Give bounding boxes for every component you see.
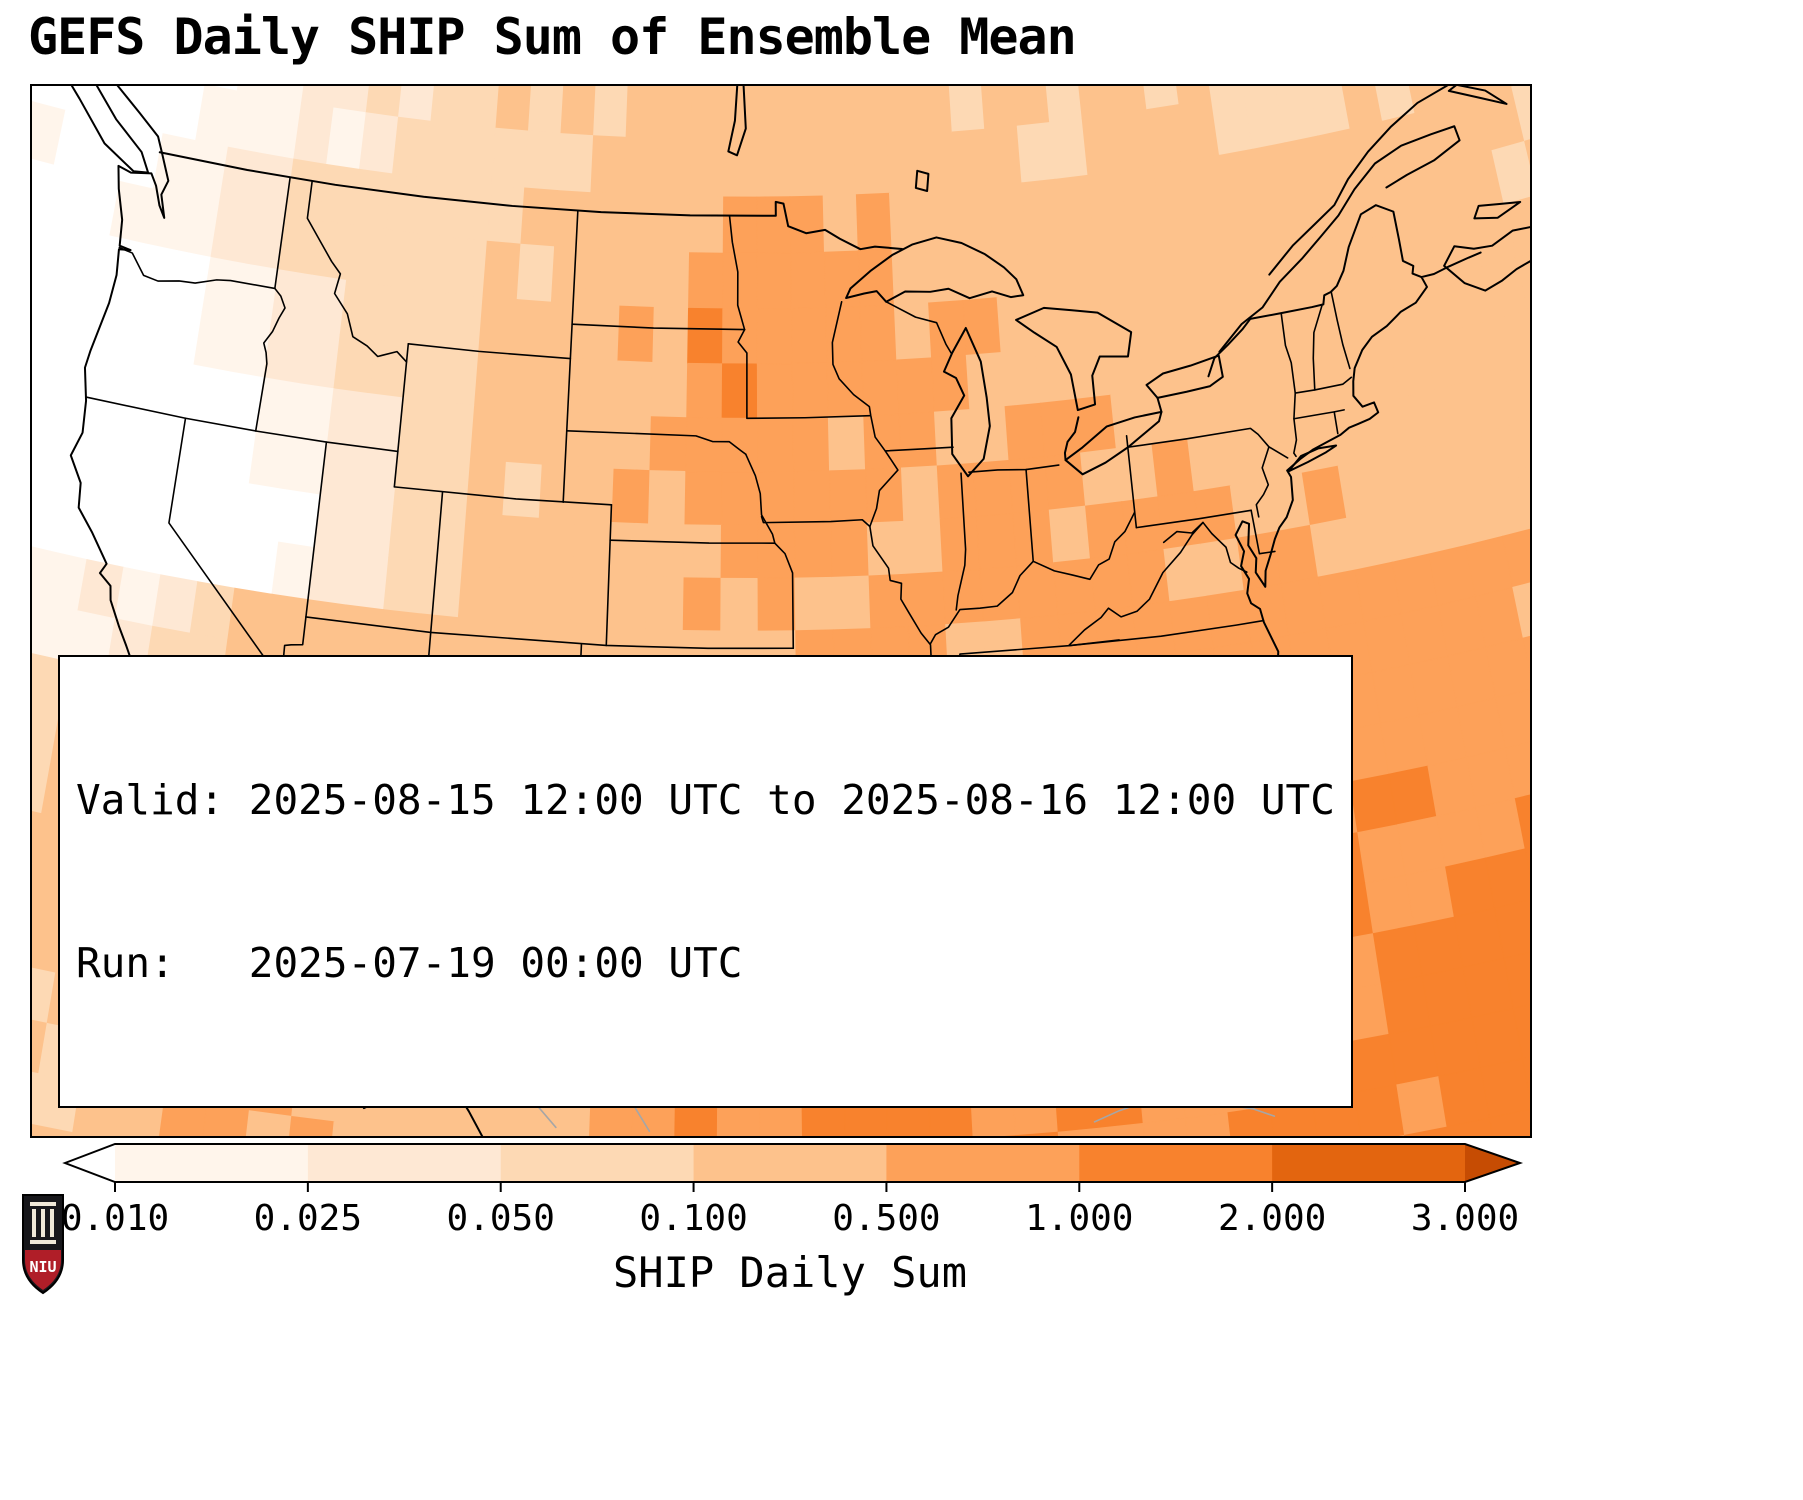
page-title: GEFS Daily SHIP Sum of Ensemble Mean [28,8,1077,66]
info-box: Valid: 2025-08-15 12:00 UTC to 2025-08-1… [58,655,1353,1108]
colorbar-tick-label: 0.010 [60,1198,170,1239]
colorbar-ticks: 0.010 0.025 0.050 0.100 0.500 1.000 2.000 3.000 [30,1198,1532,1242]
colorbar-tick-label: 1.000 [1025,1198,1134,1239]
niu-shield-icon: NIU [22,1194,64,1295]
valid-time-text: Valid: 2025-08-15 12:00 UTC to 2025-08-1… [76,776,1335,825]
niu-logo: NIU [20,1192,66,1298]
run-time-text: Run: 2025-07-19 00:00 UTC [76,938,743,987]
colorbar-tick-label: 0.500 [832,1198,941,1239]
colorbar-label: SHIP Daily Sum [612,1248,968,1297]
niu-logo-text: NIU [29,1258,56,1276]
colorbar-tick-label: 0.050 [446,1198,555,1239]
colorbar [62,1143,1524,1192]
colorbar-tick-label: 0.100 [639,1198,748,1239]
map-frame: Valid: 2025-08-15 12:00 UTC to 2025-08-1… [30,84,1532,1138]
colorbar-tick-label: 2.000 [1217,1198,1327,1239]
colorbar-tick-label: 3.000 [1410,1198,1520,1239]
colorbar-tick-label: 0.025 [253,1198,363,1239]
